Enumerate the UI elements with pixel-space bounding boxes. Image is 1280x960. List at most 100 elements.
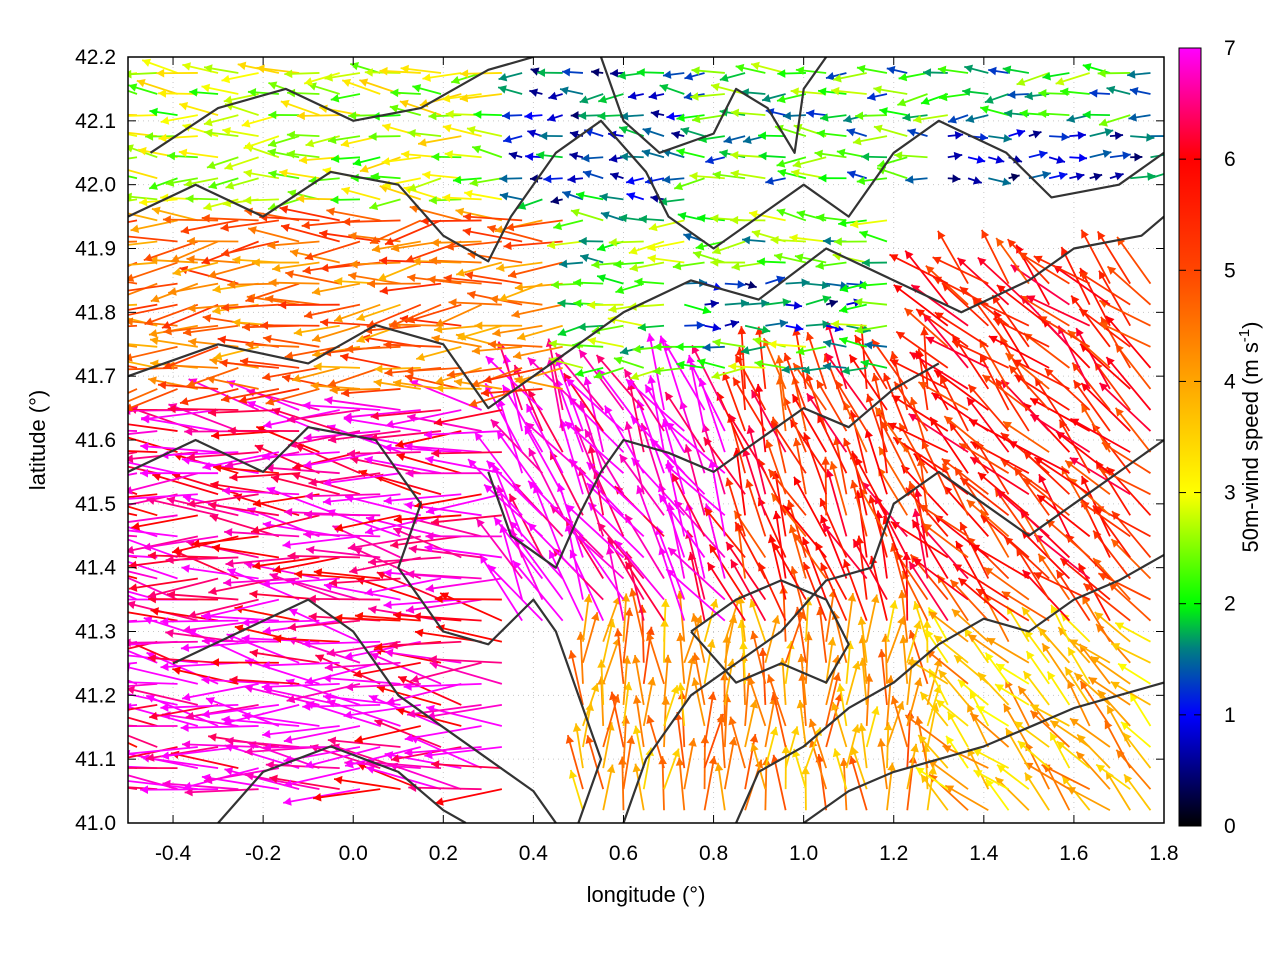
wind-vector-head [1026, 651, 1035, 661]
wind-vector-head [821, 456, 830, 465]
wind-vector-shaft [854, 456, 888, 516]
wind-vector-head [726, 542, 735, 551]
wind-vector-head [245, 294, 255, 303]
contour-line [128, 215, 1164, 410]
wind-vector-shaft [392, 381, 442, 390]
wind-vector-shaft [229, 678, 300, 685]
wind-vector-shaft [128, 687, 199, 706]
wind-vector-head [503, 241, 512, 251]
wind-vector-head [697, 358, 706, 367]
wind-vector-head [185, 711, 195, 721]
wind-vector-head [183, 327, 192, 337]
wind-vector-shaft [524, 425, 564, 495]
wind-vector-head [572, 723, 582, 732]
wind-vector-head [170, 254, 180, 263]
wind-vector-head [423, 430, 433, 439]
wind-vector-head [951, 609, 961, 618]
wind-vector-head [307, 594, 316, 604]
wind-vector-shaft [205, 697, 280, 727]
colorbar-label-main: 50m-wind speed (m s [1238, 342, 1263, 552]
wind-vector-head [505, 222, 515, 232]
wind-vector-head [851, 724, 861, 734]
wind-vector-head [405, 605, 415, 614]
wind-vector-head [740, 346, 750, 355]
wind-vector-head [404, 748, 413, 757]
wind-vector-head [665, 464, 675, 473]
wind-vector-shaft [430, 514, 502, 524]
wind-vector-shaft [893, 284, 949, 327]
wind-vector-head [459, 93, 469, 103]
wind-vector-shaft [479, 554, 523, 622]
wind-vector-head [889, 254, 899, 262]
wind-vector-head [737, 326, 747, 335]
wind-vector-shaft [569, 650, 584, 706]
wind-vector-shaft [283, 725, 361, 743]
wind-vector-head [373, 378, 383, 388]
wind-vector-shaft [303, 303, 361, 318]
wind-vector-shaft [128, 169, 158, 180]
wind-vector-head [1018, 252, 1028, 261]
wind-vector-head [1061, 132, 1070, 142]
wind-vector-head [791, 726, 800, 736]
wind-vector-head [774, 252, 783, 262]
wind-vector-shaft [802, 561, 828, 621]
wind-vector-shaft [273, 637, 340, 643]
wind-vector-shaft [909, 629, 929, 685]
wind-vector-head [441, 94, 451, 103]
wind-vector-head [60, 621, 68, 630]
wind-vector-shaft [922, 522, 969, 559]
wind-vector-head [658, 197, 668, 206]
wind-vector-shaft [902, 635, 909, 684]
wind-vector-head [376, 684, 386, 694]
wind-vector-head [675, 342, 684, 352]
wind-vector-head [889, 600, 898, 609]
wind-vector-head [814, 149, 823, 159]
wind-vector-head [591, 68, 600, 77]
wind-vector-shaft [241, 619, 320, 624]
wind-vector-head [842, 559, 852, 569]
wind-vector-shaft [128, 212, 158, 222]
wind-vector-head [1038, 150, 1048, 159]
y-axis-ticks: 41.041.141.241.341.441.541.641.741.841.9… [75, 46, 1164, 835]
wind-vector-head [263, 743, 271, 752]
wind-vector-head [628, 302, 637, 311]
wind-vector-head [948, 115, 957, 124]
wind-vector-head [1017, 741, 1027, 750]
wind-vector-head [149, 181, 158, 190]
wind-vector-shaft [1105, 356, 1152, 411]
wind-vector-shaft [1000, 379, 1050, 432]
wind-vector-head [252, 498, 262, 508]
wind-vector-head [268, 169, 277, 179]
wind-vector-head [395, 439, 405, 449]
wind-vector-shaft [909, 351, 969, 390]
wind-vector-shaft [128, 114, 158, 117]
wind-vector-head [287, 551, 296, 561]
wind-vector-shaft [587, 501, 645, 559]
wind-vector-head [267, 148, 277, 157]
wind-vector-shaft [914, 508, 929, 579]
wind-vector-head [409, 379, 419, 388]
wind-vector-head [618, 213, 628, 223]
wind-vector-head [425, 531, 434, 541]
wind-vector-head [243, 141, 253, 150]
wind-vector-head [735, 521, 743, 531]
wind-vector-head [820, 562, 829, 572]
wind-vector-shaft [308, 472, 381, 485]
wind-vector-head [1081, 404, 1090, 414]
wind-vector-head [128, 293, 129, 295]
wind-vector-head [367, 557, 377, 567]
wind-vector-head [873, 124, 883, 133]
wind-vector-head [374, 719, 384, 728]
wind-vector-shaft [1114, 407, 1152, 453]
wind-vector-head [386, 696, 396, 706]
wind-vector-head [348, 111, 357, 120]
wind-vector-shaft [383, 493, 462, 503]
wind-vector-head [933, 684, 942, 694]
wind-vector-shaft [386, 682, 462, 704]
wind-vector-head [825, 353, 834, 363]
wind-vector-shaft [219, 361, 279, 369]
wind-vector-head [733, 377, 741, 387]
wind-vector-head [562, 190, 572, 199]
wind-vector-shaft [1098, 467, 1151, 496]
wind-vector-head [347, 449, 356, 458]
